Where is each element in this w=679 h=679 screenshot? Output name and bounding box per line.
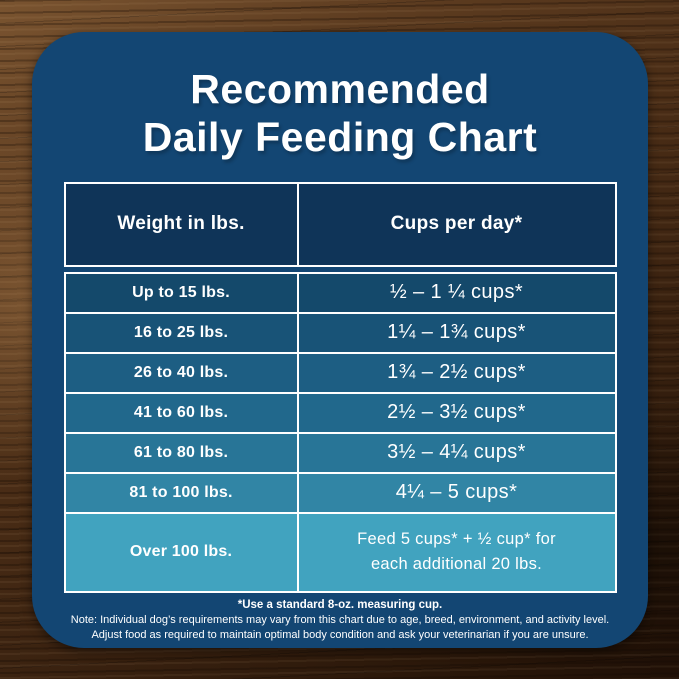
footnotes: *Use a standard 8-oz. measuring cup. Not… xyxy=(32,598,648,643)
table-row-weight: Up to 15 lbs. xyxy=(65,273,297,312)
table-header: Weight in lbs. Cups per day* xyxy=(63,181,617,267)
table-row-cups: 3½ – 4¼ cups* xyxy=(298,433,615,472)
table-row-weight: 81 to 100 lbs. xyxy=(65,473,297,512)
cups-line-1: Feed 5 cups* + ½ cup* for xyxy=(357,529,556,548)
table-row-cups: 1¼ – 1¾ cups* xyxy=(298,313,615,352)
table-row-cups: 1¾ – 2½ cups* xyxy=(298,353,615,392)
table-row-weight: 41 to 60 lbs. xyxy=(65,393,297,432)
table-row-cups: ½ – 1 ¼ cups* xyxy=(298,273,615,312)
table-row-cups: 2½ – 3½ cups* xyxy=(298,393,615,432)
table-row-weight: Over 100 lbs. xyxy=(65,513,297,591)
table-row-weight: 61 to 80 lbs. xyxy=(65,433,297,472)
feeding-chart-card: Recommended Daily Feeding Chart Weight i… xyxy=(32,32,648,648)
column-header-cups: Cups per day* xyxy=(298,183,615,265)
table-body: Up to 15 lbs. ½ – 1 ¼ cups* 16 to 25 lbs… xyxy=(63,271,617,593)
table-row-weight: 16 to 25 lbs. xyxy=(65,313,297,352)
page-title: Recommended Daily Feeding Chart xyxy=(32,66,648,162)
footnote-measuring-cup: *Use a standard 8-oz. measuring cup. xyxy=(237,598,443,611)
table-row-cups: Feed 5 cups* + ½ cup* for each additiona… xyxy=(298,513,615,591)
footnote-note: Note: Individual dog’s requirements may … xyxy=(70,613,610,626)
title-line-1: Recommended xyxy=(190,66,490,112)
table-row-cups: 4¼ – 5 cups* xyxy=(298,473,615,512)
cups-line-2: each additional 20 lbs. xyxy=(370,555,543,574)
title-line-2: Daily Feeding Chart xyxy=(142,113,538,160)
footnote-adjust: Adjust food as required to maintain opti… xyxy=(91,628,589,641)
table-row-weight: 26 to 40 lbs. xyxy=(65,353,297,392)
column-header-weight: Weight in lbs. xyxy=(65,183,297,265)
